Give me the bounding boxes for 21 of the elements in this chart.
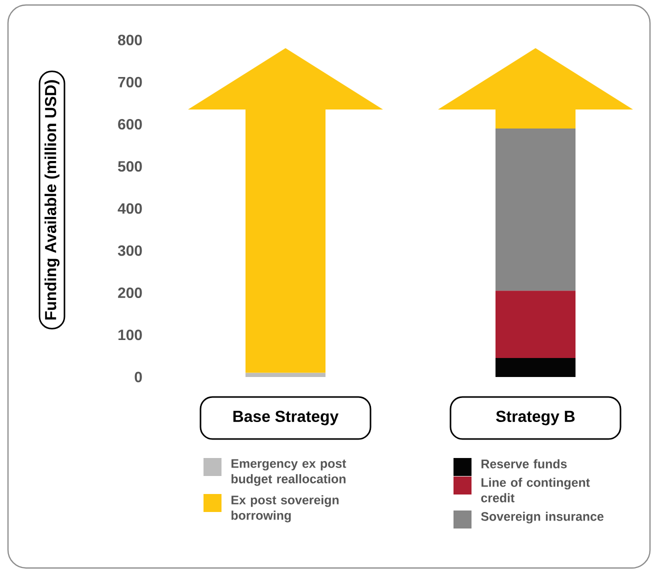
legend-label: Sovereign insurance — [481, 512, 604, 524]
y-tick-label: 700 — [118, 76, 142, 88]
bar — [496, 128, 576, 291]
legend-label: Emergency ex post budget reallocation — [232, 459, 346, 486]
y-tick-label: 600 — [118, 118, 142, 130]
bar — [496, 290, 576, 358]
bar — [246, 372, 326, 377]
legend-label: Ex post sovereign borrowing — [232, 495, 339, 522]
legend-label: Line of contingent credit — [481, 478, 590, 502]
x-tick-label: Base Strategy — [233, 410, 339, 426]
legend-label: Reserve funds — [482, 459, 567, 468]
y-tick-label: 300 — [118, 245, 142, 256]
y-axis-title: Funding Available (million USD) — [44, 80, 60, 320]
y-tick-label: 500 — [118, 161, 142, 172]
y-tick-label: 200 — [118, 287, 142, 298]
bar — [496, 358, 576, 377]
y-tick-label: 800 — [118, 34, 142, 46]
y-tick-label: 100 — [118, 330, 142, 340]
x-tick-label: Strategy B — [496, 410, 575, 426]
y-tick-label: 400 — [118, 203, 142, 214]
y-tick-label: 0 — [134, 372, 142, 382]
